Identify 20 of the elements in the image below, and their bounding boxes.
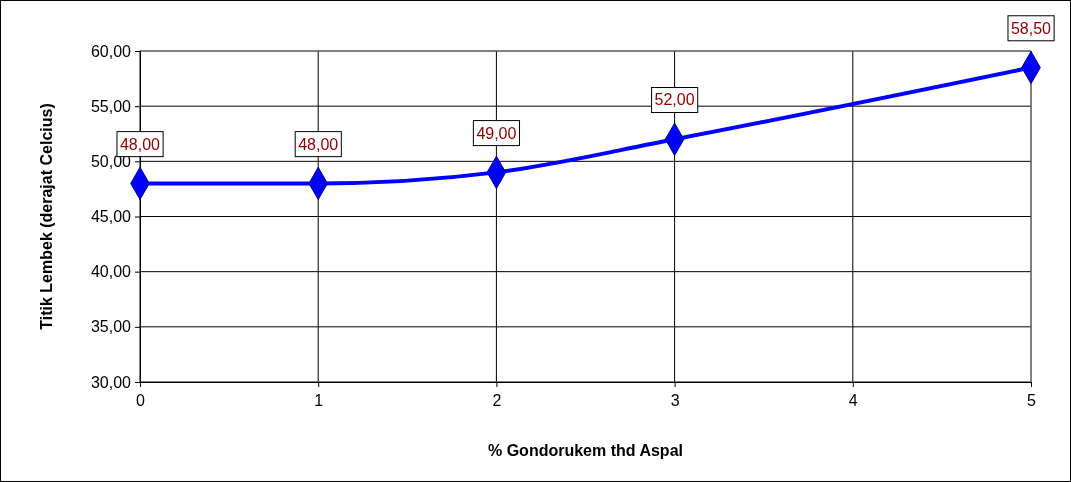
data-label: 52,00 (654, 91, 695, 109)
data-label: 48,00 (298, 135, 339, 153)
y-tick-label: 50,00 (90, 152, 132, 170)
x-tick-label: 5 (1027, 392, 1037, 410)
x-tick-label: 3 (670, 392, 680, 410)
y-axis-title: Titik Lembek (derajat Celcius) (38, 103, 55, 330)
y-tick-label: 40,00 (90, 263, 132, 281)
x-tick-label: 4 (848, 392, 858, 410)
x-axis-title: % Gondorukem thd Aspal (488, 442, 683, 459)
data-label: 48,00 (119, 135, 161, 153)
data-label: 49,00 (476, 124, 517, 142)
y-tick-label: 60,00 (90, 42, 132, 60)
x-tick-label: 0 (136, 392, 146, 410)
y-tick-label: 55,00 (90, 97, 132, 115)
x-tick-label: 2 (492, 392, 502, 410)
x-tick-label: 1 (314, 392, 324, 410)
y-tick-label: 35,00 (90, 318, 132, 336)
data-label: 58,50 (1010, 19, 1052, 37)
y-tick-label: 45,00 (90, 208, 132, 226)
y-tick-label: 30,00 (90, 373, 132, 391)
